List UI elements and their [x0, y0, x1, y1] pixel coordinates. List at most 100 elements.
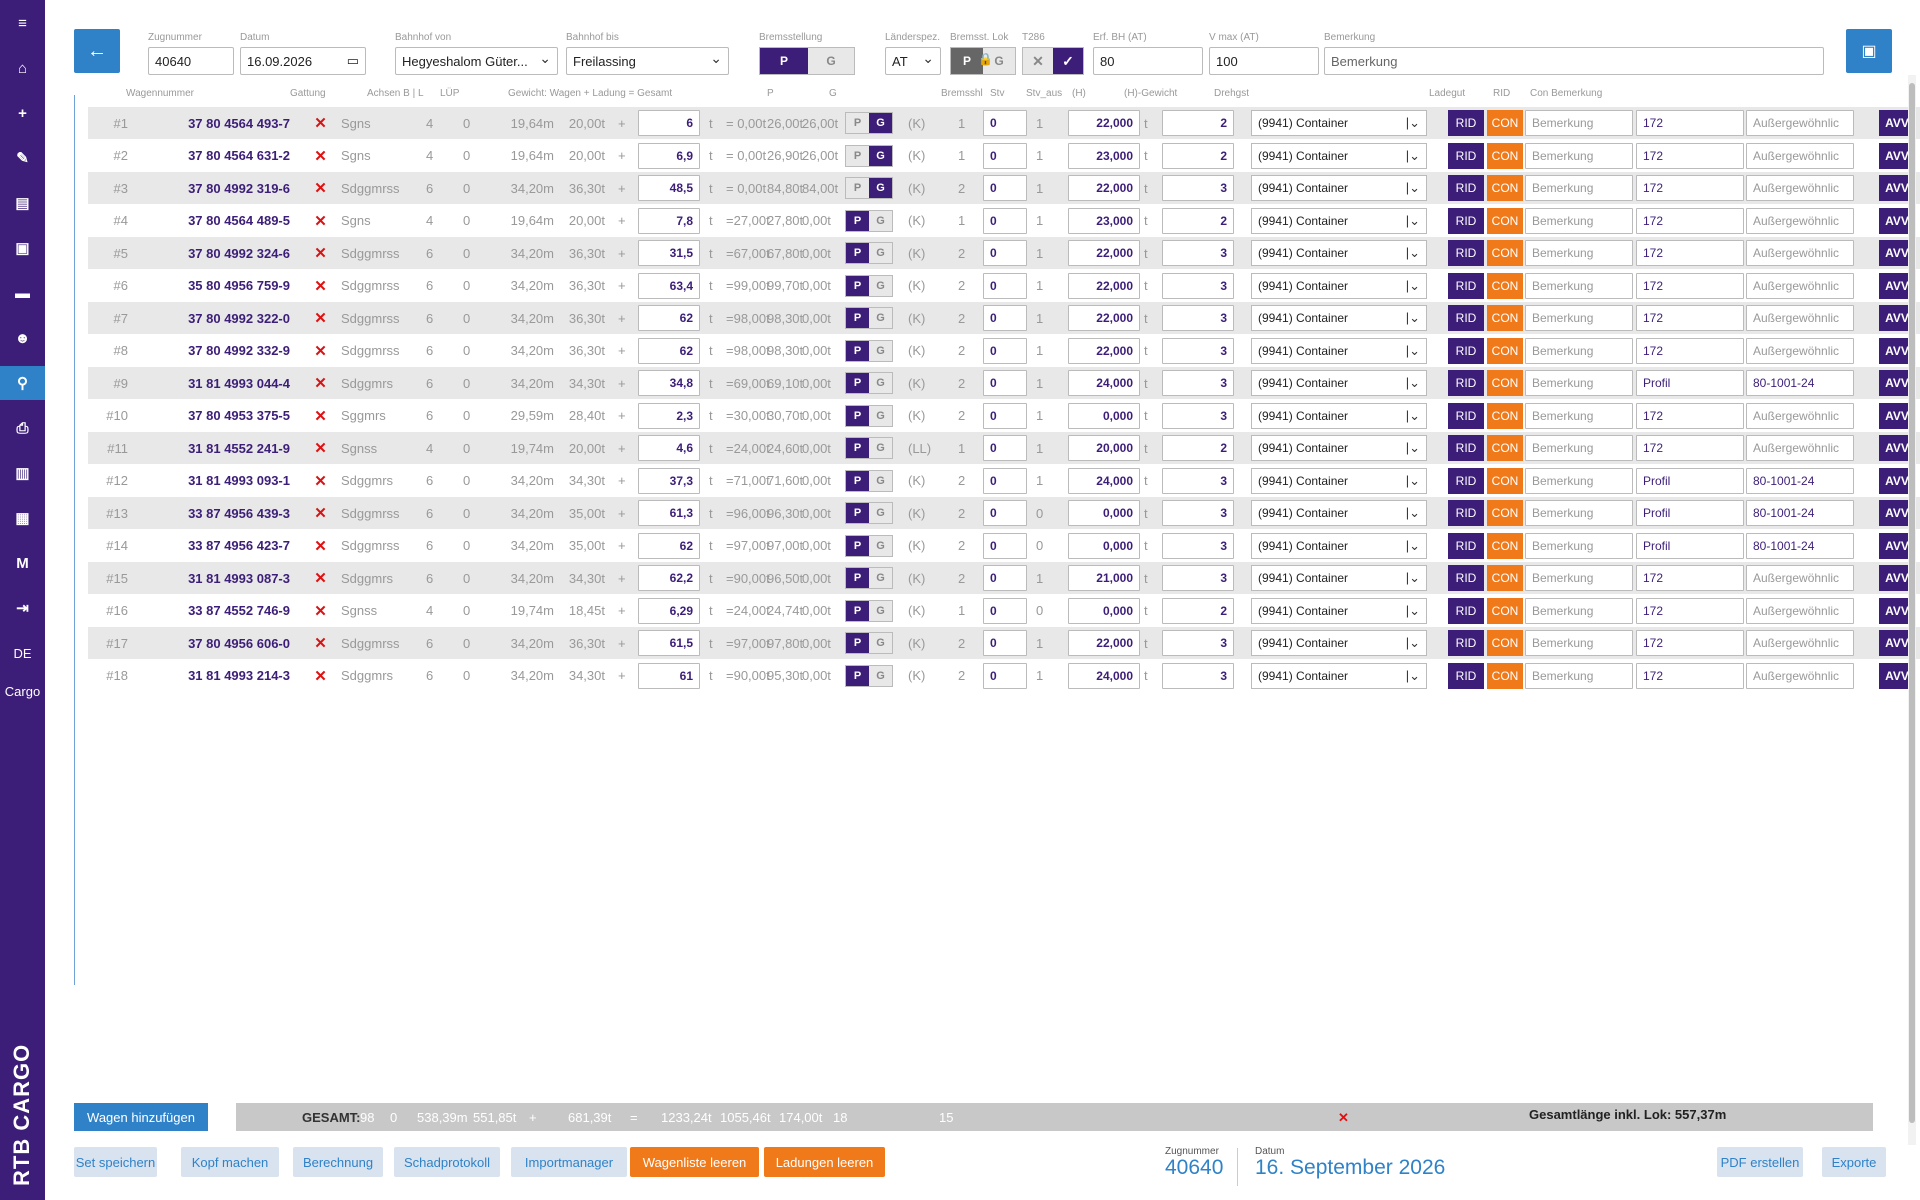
con-button[interactable]: CON — [1487, 207, 1523, 234]
profil-input[interactable]: 172 — [1636, 175, 1744, 201]
delete-icon[interactable]: ✕ — [314, 635, 327, 652]
archive-icon[interactable]: ▬ — [15, 284, 30, 302]
datum-input[interactable]: 16.09.2026 ▭ — [240, 47, 366, 75]
drehgst-select[interactable]: (9941) Container — [1251, 175, 1427, 201]
con-bemerkung-input[interactable]: Bemerkung — [1525, 565, 1633, 591]
delete-icon[interactable]: ✕ — [314, 407, 327, 425]
p-option[interactable]: P — [846, 568, 869, 588]
drehgst-select[interactable]: (9941) Container — [1251, 240, 1427, 266]
delete-icon[interactable]: ✕ — [314, 570, 327, 587]
ladung-input[interactable]: 37,3 — [638, 467, 700, 494]
edit-icon[interactable]: ✎ — [16, 150, 29, 167]
stv-aus-input[interactable]: 22,000 — [1068, 305, 1140, 331]
rid-button[interactable]: RID — [1448, 240, 1484, 266]
avv-button[interactable]: AVV — [1879, 565, 1915, 591]
rid-button[interactable]: RID — [1448, 565, 1484, 591]
con-bemerkung-input[interactable]: Bemerkung — [1525, 175, 1633, 201]
profil-input[interactable]: 172 — [1636, 110, 1744, 136]
brems-toggle[interactable]: P G — [759, 47, 855, 75]
scrollbar-thumb[interactable] — [1909, 83, 1915, 1123]
list-icon[interactable]: ▦ — [15, 510, 30, 527]
profil-input[interactable]: 172 — [1636, 402, 1744, 429]
ladung-input[interactable]: 2,3 — [638, 402, 700, 429]
aussergewoehnlich-input[interactable]: Außergewöhnlic — [1746, 402, 1854, 429]
con-button[interactable]: CON — [1487, 532, 1523, 559]
con-bemerkung-input[interactable]: Bemerkung — [1525, 597, 1633, 624]
drehgst-select[interactable]: (9941) Container — [1251, 110, 1427, 136]
exporte-button[interactable]: Exporte — [1822, 1147, 1886, 1177]
g-option[interactable]: G — [869, 503, 892, 523]
p-option[interactable]: P — [846, 405, 869, 426]
g-option[interactable]: G — [869, 600, 892, 621]
lok-g-option[interactable]: G — [983, 48, 1015, 74]
wagon-number[interactable]: 31 81 4993 093-1 — [188, 473, 290, 488]
language-switch[interactable]: DE — [13, 645, 32, 661]
profil-input[interactable]: 172 — [1636, 435, 1744, 461]
con-bemerkung-input[interactable]: Bemerkung — [1525, 207, 1633, 234]
wagon-number[interactable]: 37 80 4992 332-9 — [188, 343, 290, 358]
bremsshl-input[interactable]: 0 — [983, 272, 1027, 299]
profil-input[interactable]: 172 — [1636, 662, 1744, 689]
con-button[interactable]: CON — [1487, 370, 1523, 396]
con-bemerkung-input[interactable]: Bemerkung — [1525, 532, 1633, 559]
wagon-number[interactable]: 33 87 4552 746-9 — [188, 603, 290, 618]
aussergewoehnlich-input[interactable]: Außergewöhnlic — [1746, 305, 1854, 331]
bremsshl-input[interactable]: 0 — [983, 110, 1027, 136]
rid-button[interactable]: RID — [1448, 597, 1484, 624]
p-option[interactable]: P — [846, 600, 869, 621]
delete-icon[interactable]: ✕ — [314, 505, 327, 522]
wagon-number[interactable]: 35 80 4956 759-9 — [188, 278, 290, 293]
drehgst-select[interactable]: (9941) Container — [1251, 370, 1427, 396]
con-bemerkung-input[interactable]: Bemerkung — [1525, 142, 1633, 169]
profil-input[interactable]: 172 — [1636, 207, 1744, 234]
profil-input[interactable]: 172 — [1636, 305, 1744, 331]
wagon-number[interactable]: 33 87 4956 423-7 — [188, 538, 290, 553]
ladung-input[interactable]: 6 — [638, 110, 700, 136]
ladung-input[interactable]: 63,4 — [638, 272, 700, 299]
document-icon[interactable]: ▤ — [15, 195, 30, 212]
h-gewicht-input[interactable]: 2 — [1162, 597, 1234, 624]
rid-button[interactable]: RID — [1448, 630, 1484, 656]
aussergewoehnlich-input[interactable]: Außergewöhnlic — [1746, 110, 1854, 136]
vmax-input[interactable]: 100 — [1209, 47, 1319, 75]
schadprotokoll-button[interactable]: Schadprotokoll — [394, 1147, 500, 1177]
h-gewicht-input[interactable]: 3 — [1162, 337, 1234, 364]
con-button[interactable]: CON — [1487, 500, 1523, 526]
print-icon[interactable]: ⎙ — [16, 419, 29, 437]
g-option[interactable]: G — [869, 373, 892, 393]
ladung-input[interactable]: 31,5 — [638, 240, 700, 266]
con-bemerkung-input[interactable]: Bemerkung — [1525, 500, 1633, 526]
profil-input[interactable]: Profil — [1636, 370, 1744, 396]
delete-icon[interactable]: ✕ — [314, 245, 327, 262]
bremsshl-input[interactable]: 0 — [983, 435, 1027, 461]
drehgst-select[interactable]: (9941) Container — [1251, 207, 1427, 234]
wagenliste-leeren-button[interactable]: Wagenliste leeren — [630, 1147, 759, 1177]
aussergewoehnlich-input[interactable]: Außergewöhnlic — [1746, 565, 1854, 591]
wagon-number[interactable]: 37 80 4992 319-6 — [188, 180, 290, 196]
delete-icon[interactable]: ✕ — [314, 537, 327, 555]
aussergewoehnlich-input[interactable]: Außergewöhnlic — [1746, 142, 1854, 169]
rid-button[interactable]: RID — [1448, 305, 1484, 331]
con-bemerkung-input[interactable]: Bemerkung — [1525, 662, 1633, 689]
con-button[interactable]: CON — [1487, 110, 1523, 136]
rid-button[interactable]: RID — [1448, 142, 1484, 169]
aussergewoehnlich-input[interactable]: Außergewöhnlic — [1746, 207, 1854, 234]
p-option[interactable]: P — [846, 178, 869, 198]
rid-button[interactable]: RID — [1448, 532, 1484, 559]
drehgst-select[interactable]: (9941) Container — [1251, 337, 1427, 364]
delete-icon[interactable]: ✕ — [314, 277, 327, 295]
drehgst-select[interactable]: (9941) Container — [1251, 402, 1427, 429]
bremsshl-input[interactable]: 0 — [983, 402, 1027, 429]
aussergewoehnlich-input[interactable]: 80-1001-24 — [1746, 500, 1854, 526]
aussergewoehnlich-input[interactable]: 80-1001-24 — [1746, 532, 1854, 559]
delete-icon[interactable]: ✕ — [314, 115, 327, 132]
lok-toggle[interactable]: P G — [950, 47, 1016, 75]
stv-aus-input[interactable]: 22,000 — [1068, 240, 1140, 266]
p-option[interactable]: P — [846, 340, 869, 361]
stv-aus-input[interactable]: 22,000 — [1068, 110, 1140, 136]
